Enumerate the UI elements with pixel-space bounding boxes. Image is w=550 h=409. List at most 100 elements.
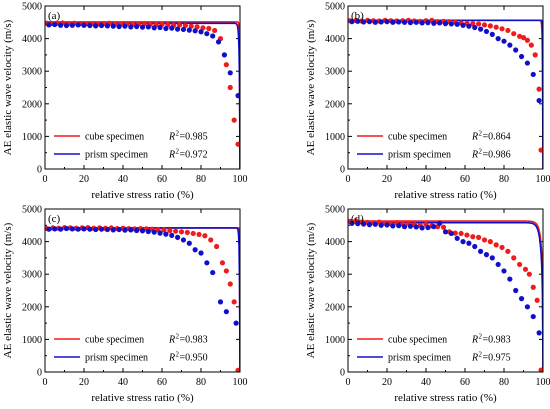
r2-superscript: 2 xyxy=(479,333,483,341)
panel-label: (d) xyxy=(351,213,364,225)
data-point-cube xyxy=(231,117,237,123)
data-point-cube xyxy=(528,42,534,48)
data-point-prism xyxy=(419,20,425,26)
data-point-prism xyxy=(157,230,163,236)
data-point-cube xyxy=(487,23,493,29)
y-tick-label: 2000 xyxy=(22,99,42,110)
data-point-prism xyxy=(361,19,367,25)
data-point-prism xyxy=(110,23,116,29)
chart-panel-4: 0 20 40 60 80 100010002000300040005000relativ… xyxy=(305,205,550,405)
data-point-prism xyxy=(390,19,396,25)
plot-frame xyxy=(347,5,544,170)
data-point-prism xyxy=(93,23,99,29)
data-point-prism xyxy=(198,29,204,35)
data-point-prism xyxy=(454,235,460,241)
data-point-prism xyxy=(227,70,233,76)
legend-label: prism specimen xyxy=(388,150,451,161)
data-point-prism xyxy=(483,28,490,35)
y-tick-label: 5000 xyxy=(22,2,42,13)
data-point-prism xyxy=(69,226,75,232)
r2-value: =0.972 xyxy=(180,150,208,161)
r2-value: =0.986 xyxy=(483,150,511,161)
data-point-prism xyxy=(52,21,58,28)
data-point-prism xyxy=(349,19,355,25)
data-point-cube xyxy=(522,266,529,272)
data-point-prism xyxy=(384,222,390,228)
data-point-prism xyxy=(425,224,431,231)
data-point-prism xyxy=(495,36,501,42)
legend-label: cube specimen xyxy=(85,335,144,346)
data-point-cube xyxy=(493,242,499,248)
y-tick-label: 1000 xyxy=(22,132,42,143)
x-tick-label: 80 xyxy=(196,377,206,388)
x-tick-label: 80 xyxy=(499,174,509,185)
data-point-prism xyxy=(513,47,519,53)
data-point-prism xyxy=(163,25,169,32)
data-point-prism xyxy=(478,248,484,254)
y-axis-label: AE elastic wave velocity (m/s) xyxy=(2,222,14,358)
data-point-cube xyxy=(214,243,220,250)
x-tick-label: 0 xyxy=(346,174,351,185)
x-tick-label: 100 xyxy=(536,377,550,388)
y-tick-label: 3000 xyxy=(325,270,345,281)
r2-superscript: 2 xyxy=(176,351,180,359)
chart-panel-2: 0 20 40 60 80 100010002000300040005000relativ… xyxy=(305,2,550,202)
r2-value: =0.985 xyxy=(180,132,208,143)
data-point-prism xyxy=(501,38,507,44)
y-tick-label: 2000 xyxy=(325,302,345,313)
data-point-prism xyxy=(413,224,419,230)
chart-panel-1: 0 20 40 60 80 100010002000300040005000relativ… xyxy=(2,2,248,202)
y-tick-label: 2000 xyxy=(22,302,42,313)
y-tick-label: 3000 xyxy=(325,67,345,78)
data-point-prism xyxy=(378,19,384,25)
data-point-prism xyxy=(460,22,466,28)
data-point-cube xyxy=(470,21,476,27)
data-point-prism xyxy=(466,23,472,29)
data-point-prism xyxy=(366,19,373,25)
plot-frame xyxy=(44,5,241,170)
fit-curve-cube xyxy=(45,227,240,372)
x-tick-label: 0 xyxy=(43,377,48,388)
data-point-prism xyxy=(75,226,81,232)
data-point-prism xyxy=(448,230,454,237)
r2-superscript: 2 xyxy=(479,148,483,156)
data-point-prism xyxy=(116,226,122,233)
x-tick-label: 40 xyxy=(421,174,431,185)
data-point-prism xyxy=(145,24,151,30)
data-point-prism xyxy=(355,221,361,227)
data-point-prism xyxy=(180,26,187,33)
r2-symbol: R xyxy=(471,132,478,143)
data-point-prism xyxy=(536,330,542,336)
legend-label: prism specimen xyxy=(85,353,148,364)
data-point-prism xyxy=(361,221,367,227)
data-point-prism xyxy=(128,227,134,233)
data-point-prism xyxy=(524,304,531,310)
data-point-cube xyxy=(458,230,464,237)
data-point-cube xyxy=(470,234,476,240)
plot-data xyxy=(348,17,543,169)
data-point-cube xyxy=(520,35,527,41)
data-point-cube xyxy=(487,239,493,245)
data-point-prism xyxy=(139,24,146,30)
data-point-prism xyxy=(233,320,239,326)
y-tick-label: 1000 xyxy=(22,335,42,346)
data-point-prism xyxy=(204,260,210,266)
data-point-cube xyxy=(481,22,488,28)
y-tick-label: 0 xyxy=(37,368,42,379)
data-point-prism xyxy=(401,224,408,230)
r2-value: =0.864 xyxy=(483,132,511,143)
data-point-prism xyxy=(46,22,52,28)
data-point-cube xyxy=(538,147,543,153)
data-point-prism xyxy=(437,20,443,26)
fit-curve-cube xyxy=(45,21,240,169)
y-tick-label: 3000 xyxy=(22,270,42,281)
data-point-prism xyxy=(63,22,70,29)
y-tick-label: 5000 xyxy=(22,205,42,216)
data-point-prism xyxy=(489,31,495,37)
data-point-prism xyxy=(98,226,105,232)
fit-curve-prism xyxy=(45,22,240,169)
y-tick-label: 5000 xyxy=(325,2,345,13)
legend-label: cube specimen xyxy=(388,335,447,346)
